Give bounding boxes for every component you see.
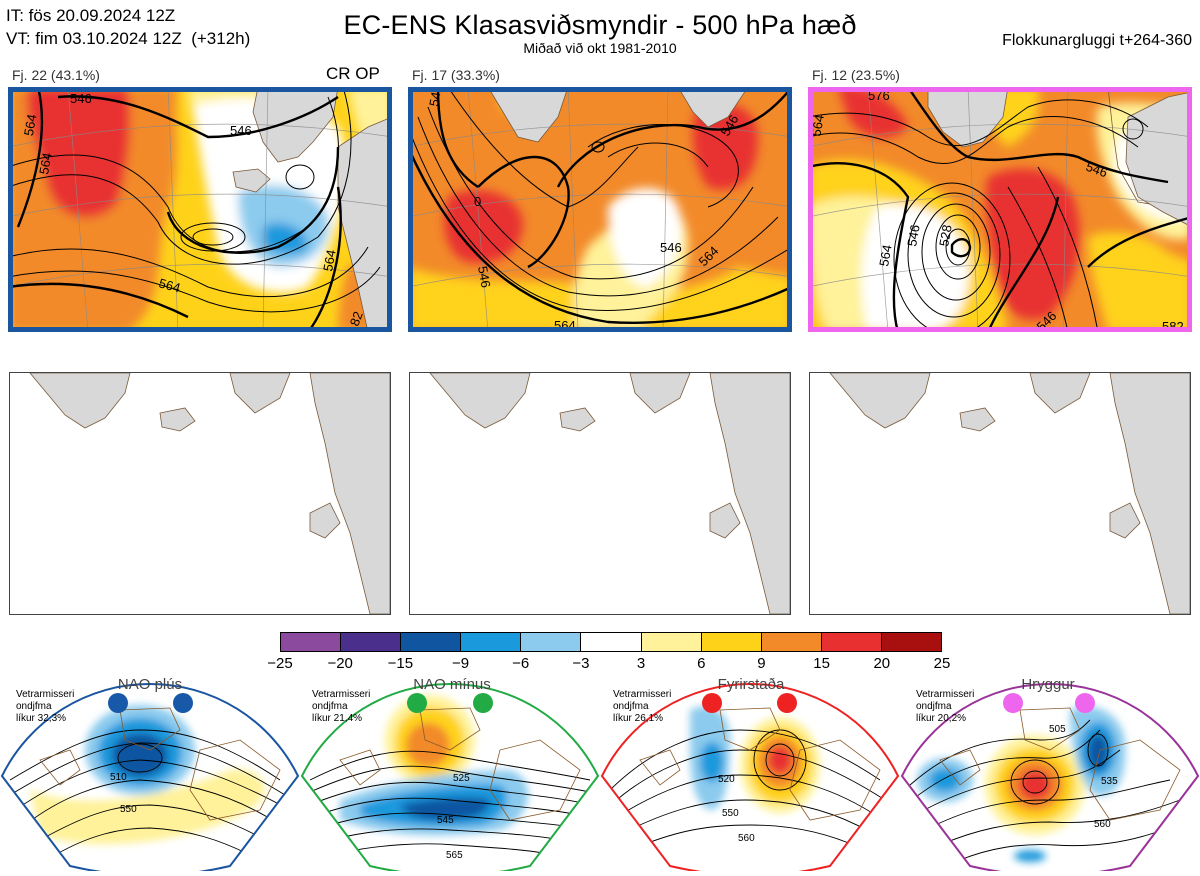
contour-label: 564 [876, 244, 895, 268]
colorbar-swatch [341, 633, 402, 651]
empty-map-1[interactable] [9, 372, 391, 615]
colorbar-swatch [641, 633, 702, 651]
regime-note-nao-minus: Vetrarmisseri ondjfma líkur 21,4% [312, 689, 371, 724]
cluster-1-tag: CR OP [326, 64, 380, 83]
colorbar-swatch [521, 633, 582, 651]
regime-note-blocking: Vetrarmisseri ondjfma líkur 26,1% [613, 689, 672, 724]
cluster-frame [808, 87, 1192, 332]
contour-label: 546 [70, 91, 92, 106]
colorbar-swatch [281, 633, 342, 651]
empty-map-2[interactable] [409, 372, 791, 615]
regime-dot [407, 693, 427, 713]
colorbar-tick-label: 9 [757, 655, 766, 672]
contour-label: 546 [230, 123, 252, 138]
colorbar-swatch [461, 633, 522, 651]
colorbar-tick-label: 6 [697, 655, 706, 672]
regime-dot [108, 693, 128, 713]
regime-contour-label: 520 [718, 774, 735, 785]
regime-row: 510 550 [0, 670, 1200, 876]
colorbar-swatch [761, 633, 822, 651]
colorbar-tick-label: −15 [387, 655, 414, 672]
contour-label: 546 [904, 224, 923, 248]
regime-dot [1075, 693, 1095, 713]
colorbar-tick-label: 20 [873, 655, 891, 672]
contour-label: 546 [1084, 159, 1110, 181]
contour-label: 564 [157, 275, 182, 295]
empty-map-3[interactable] [809, 372, 1191, 615]
contour-label: 564 [21, 113, 40, 137]
regime-contour-label: 560 [1094, 819, 1111, 830]
cluster-3-map[interactable]: 546 546 564 528 546 564 576 582 [808, 87, 1192, 332]
valid-time: VT: fim 03.10.2024 12Z (+312h) [6, 29, 251, 48]
regime-contour-label: 565 [446, 850, 463, 861]
regime-contour-label: 560 [738, 833, 755, 844]
colorbar-tick-label: −9 [451, 655, 470, 672]
contour-label: 564 [320, 249, 339, 273]
colorbar-swatch [581, 633, 642, 651]
page-title: EC-ENS Klasasviðsmyndir - 500 hPa hæð [343, 10, 857, 40]
header-info: IT: fös 20.09.2024 12Z VT: fim 03.10.2024… [6, 4, 250, 50]
regime-dot [777, 693, 797, 713]
init-time: IT: fös 20.09.2024 12Z [6, 6, 176, 25]
regime-dot [473, 693, 493, 713]
cluster-window: Flokkunargluggi t+264-360 [1002, 32, 1192, 49]
colorbar-tick-label: −3 [572, 655, 590, 672]
contour-label: 528 [936, 224, 955, 248]
contour-label: 564 [808, 113, 827, 137]
colorbar-ticks: −25 −20 −15 −9 −6 −3 3 6 9 15 20 25 [267, 655, 950, 675]
cluster-1-map[interactable]: 546 546 564 564 564 564 82 [8, 87, 392, 332]
regime-contour-label: 550 [120, 804, 137, 815]
cluster-frame [8, 87, 392, 332]
contour-label: 564 [36, 152, 55, 176]
contour-label: 82 [347, 309, 366, 328]
regime-contour-label: 510 [110, 772, 127, 783]
colorbar-swatch [881, 633, 942, 651]
colorbar-swatch [701, 633, 762, 651]
cluster-3-label: Fj. 12 (23.5%) [812, 67, 900, 83]
regime-contour-label: 550 [722, 808, 739, 819]
colorbar-tick-label: −20 [327, 655, 353, 672]
colorbar-swatch [821, 633, 882, 651]
cluster-2-label: Fj. 17 (33.3%) [412, 67, 500, 83]
colorbar-tick-label: 25 [933, 655, 951, 672]
regime-contour-label: 505 [1049, 724, 1066, 735]
colorbar [280, 632, 942, 652]
regime-dot [173, 693, 193, 713]
regime-title-nao-plus: NAO plús [117, 676, 183, 693]
regime-title-blocking: Fyrirstaða [717, 676, 785, 693]
colorbar-tick-label: −25 [267, 655, 293, 672]
regime-title-nao-minus: NAO mínus [413, 676, 491, 693]
contour-label: 0 [474, 194, 481, 209]
regime-note-ridge: Vetrarmisseri ondjfma líkur 20,2% [916, 689, 975, 724]
colorbar-tick-label: −6 [512, 655, 530, 672]
contour-label: 546 [426, 87, 445, 108]
cluster-2-map[interactable]: 546 546 546 564 564 546 0 [408, 87, 792, 332]
colorbar-swatch [401, 633, 462, 651]
regime-title-ridge: Hryggur [1021, 676, 1075, 693]
regime-note-nao-plus: Vetrarmisseri ondjfma líkur 32,3% [16, 689, 75, 724]
regime-contour-label: 545 [437, 815, 454, 826]
colorbar-tick-label: 15 [813, 655, 830, 672]
regime-contour-label: 535 [1101, 776, 1118, 787]
regime-dot [702, 693, 722, 713]
colorbar-tick-label: 3 [636, 655, 646, 672]
regime-contour-label: 525 [453, 773, 470, 784]
contour-label: 546 [660, 240, 682, 255]
regime-dot [1003, 693, 1023, 713]
contour-label: 546 [475, 265, 494, 289]
cluster-frame [408, 87, 792, 332]
page-subtitle: Miðað við okt 1981-2010 [523, 40, 677, 56]
cluster-1-label: Fj. 22 (43.1%) [12, 67, 100, 83]
